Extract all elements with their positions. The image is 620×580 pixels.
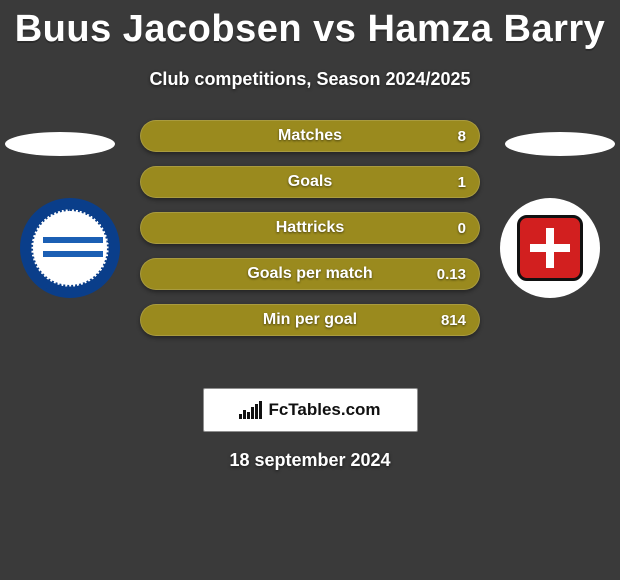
- stat-row-goals-per-match: Goals per match 0.13: [140, 258, 480, 290]
- club-badge-left: [20, 198, 120, 298]
- stat-right-value: 8: [458, 128, 466, 145]
- stat-right-value: 0.13: [437, 266, 466, 283]
- fctables-label: FcTables.com: [268, 400, 380, 420]
- comparison-stage: Matches 8 Goals 1 Hattricks 0 Goals per …: [0, 120, 620, 380]
- stat-label: Hattricks: [276, 219, 344, 237]
- stat-right-value: 814: [441, 312, 466, 329]
- stat-label: Matches: [278, 127, 342, 145]
- bar-chart-icon: [239, 401, 262, 419]
- stats-list: Matches 8 Goals 1 Hattricks 0 Goals per …: [140, 120, 480, 350]
- stat-right-value: 1: [458, 174, 466, 191]
- stat-row-matches: Matches 8: [140, 120, 480, 152]
- stat-row-hattricks: Hattricks 0: [140, 212, 480, 244]
- stat-row-goals: Goals 1: [140, 166, 480, 198]
- stat-label: Min per goal: [263, 311, 357, 329]
- page-title: Buus Jacobsen vs Hamza Barry: [0, 0, 620, 51]
- player-left-placeholder: [5, 132, 115, 156]
- subtitle: Club competitions, Season 2024/2025: [0, 69, 620, 90]
- player-right-placeholder: [505, 132, 615, 156]
- date-label: 18 september 2024: [0, 450, 620, 471]
- stat-label: Goals per match: [247, 265, 372, 283]
- fctables-badge[interactable]: FcTables.com: [203, 388, 418, 432]
- stat-label: Goals: [288, 173, 332, 191]
- stat-row-min-per-goal: Min per goal 814: [140, 304, 480, 336]
- stat-right-value: 0: [458, 220, 466, 237]
- club-badge-right: [500, 198, 600, 298]
